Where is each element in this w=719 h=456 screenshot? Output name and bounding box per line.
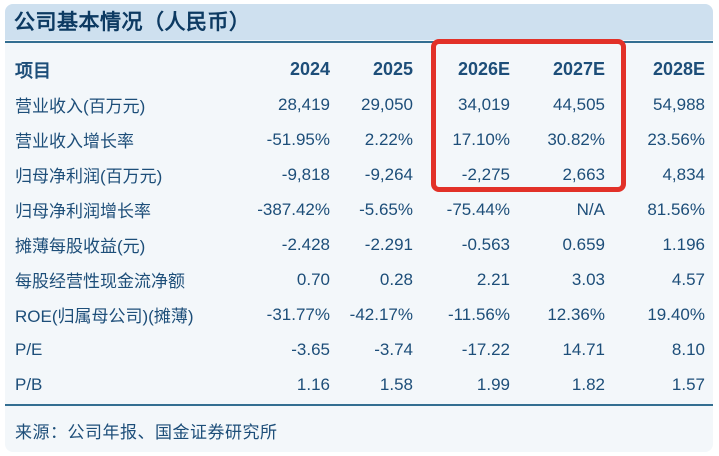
cell-value: -3.74 — [374, 339, 413, 359]
source-note: 来源：公司年报、国金证券研究所 — [15, 423, 278, 442]
cell-value: 2,663 — [562, 164, 605, 184]
cell-value: -51.95% — [266, 129, 330, 149]
cell-value: 1.196 — [662, 234, 705, 254]
column-header-2028e: 2028E — [652, 59, 705, 79]
cell-value: 0.70 — [296, 269, 330, 289]
cell-value: 4,834 — [662, 164, 705, 184]
cell-value: 23.56% — [647, 129, 705, 149]
cell-value: 2.21 — [476, 269, 510, 289]
cell-value: -3.65 — [291, 339, 330, 359]
cell-value: -0.563 — [461, 234, 510, 254]
cell-value: 19.40% — [647, 304, 705, 324]
cell-value: 0.28 — [379, 269, 413, 289]
row-label: 营业收入(百万元) — [15, 97, 146, 116]
cell-value: 1.58 — [379, 374, 413, 394]
row-label: ROE(归属母公司)(摊薄) — [15, 307, 194, 326]
cell-value: 2.22% — [364, 129, 413, 149]
cell-value: 12.36% — [547, 304, 605, 324]
column-header-2024: 2024 — [289, 59, 330, 79]
table-row: 归母净利润增长率 -387.42% -5.65% -75.44% N/A 81.… — [15, 192, 705, 227]
row-label: 归母净利润(百万元) — [15, 167, 163, 186]
table-row: P/E -3.65 -3.74 -17.22 14.71 8.10 — [15, 332, 705, 367]
table-row: 摊薄每股收益(元) -2.428 -2.291 -0.563 0.659 1.1… — [15, 227, 705, 262]
cell-value: 29,050 — [361, 94, 413, 114]
cell-value: -31.77% — [266, 304, 330, 324]
cell-value: N/A — [576, 199, 605, 219]
cell-value: 54,988 — [653, 94, 705, 114]
cell-value: 1.57 — [671, 374, 705, 394]
cell-value: 0.659 — [562, 234, 605, 254]
row-label: P/B — [15, 374, 43, 394]
row-label: 摊薄每股收益(元) — [15, 237, 146, 256]
column-header-item: 项目 — [15, 60, 51, 81]
cell-value: 44,505 — [553, 94, 605, 114]
table-title: 公司基本情况（人民币） — [14, 11, 251, 34]
table-row: P/B 1.16 1.58 1.99 1.82 1.57 — [15, 367, 705, 402]
cell-value: -9,264 — [364, 164, 413, 184]
cell-value: -2.291 — [364, 234, 413, 254]
table-row: 营业收入增长率 -51.95% 2.22% 17.10% 30.82% 23.5… — [15, 122, 705, 157]
row-label: P/E — [15, 339, 43, 359]
row-label: 每股经营性现金流净额 — [15, 272, 185, 291]
row-label: 归母净利润增长率 — [15, 202, 151, 221]
cell-value: -2,275 — [461, 164, 510, 184]
cell-value: -5.65% — [359, 199, 413, 219]
cell-value: 34,019 — [458, 94, 510, 114]
cell-value: 30.82% — [547, 129, 605, 149]
row-label: 营业收入增长率 — [15, 132, 134, 151]
cell-value: -11.56% — [447, 304, 510, 324]
table-title-bar — [5, 4, 713, 40]
column-header-2025: 2025 — [372, 59, 413, 79]
cell-value: 3.03 — [571, 269, 605, 289]
cell-value: 81.56% — [647, 199, 705, 219]
title-divider-line — [5, 41, 713, 43]
table-header-row: 项目 2024 2025 2026E 2027E 2028E — [15, 52, 705, 87]
column-header-2026e: 2026E — [457, 59, 510, 79]
cell-value: 1.16 — [296, 374, 330, 394]
cell-value: -2.428 — [281, 234, 330, 254]
table-row: ROE(归属母公司)(摊薄) -31.77% -42.17% -11.56% 1… — [15, 297, 705, 332]
cell-value: 4.57 — [671, 269, 705, 289]
column-header-2027e: 2027E — [552, 59, 605, 79]
cell-value: -9,818 — [281, 164, 330, 184]
cell-value: 17.10% — [452, 129, 510, 149]
cell-value: -42.17% — [349, 304, 413, 324]
cell-value: 8.10 — [671, 339, 705, 359]
cell-value: 1.99 — [476, 374, 510, 394]
cell-value: -17.22 — [461, 339, 510, 359]
table-bottom-line — [5, 404, 713, 406]
report-card-background — [5, 4, 713, 452]
table-row: 营业收入(百万元) 28,419 29,050 34,019 44,505 54… — [15, 87, 705, 122]
cell-value: 28,419 — [278, 94, 330, 114]
cell-value: -387.42% — [257, 199, 330, 219]
table-row: 归母净利润(百万元) -9,818 -9,264 -2,275 2,663 4,… — [15, 157, 705, 192]
table-row: 每股经营性现金流净额 0.70 0.28 2.21 3.03 4.57 — [15, 262, 705, 297]
cell-value: 1.82 — [571, 374, 605, 394]
financials-table: 项目 2024 2025 2026E 2027E 2028E 营业收入(百万元)… — [15, 52, 705, 402]
cell-value: -75.44% — [446, 199, 510, 219]
cell-value: 14.71 — [562, 339, 605, 359]
